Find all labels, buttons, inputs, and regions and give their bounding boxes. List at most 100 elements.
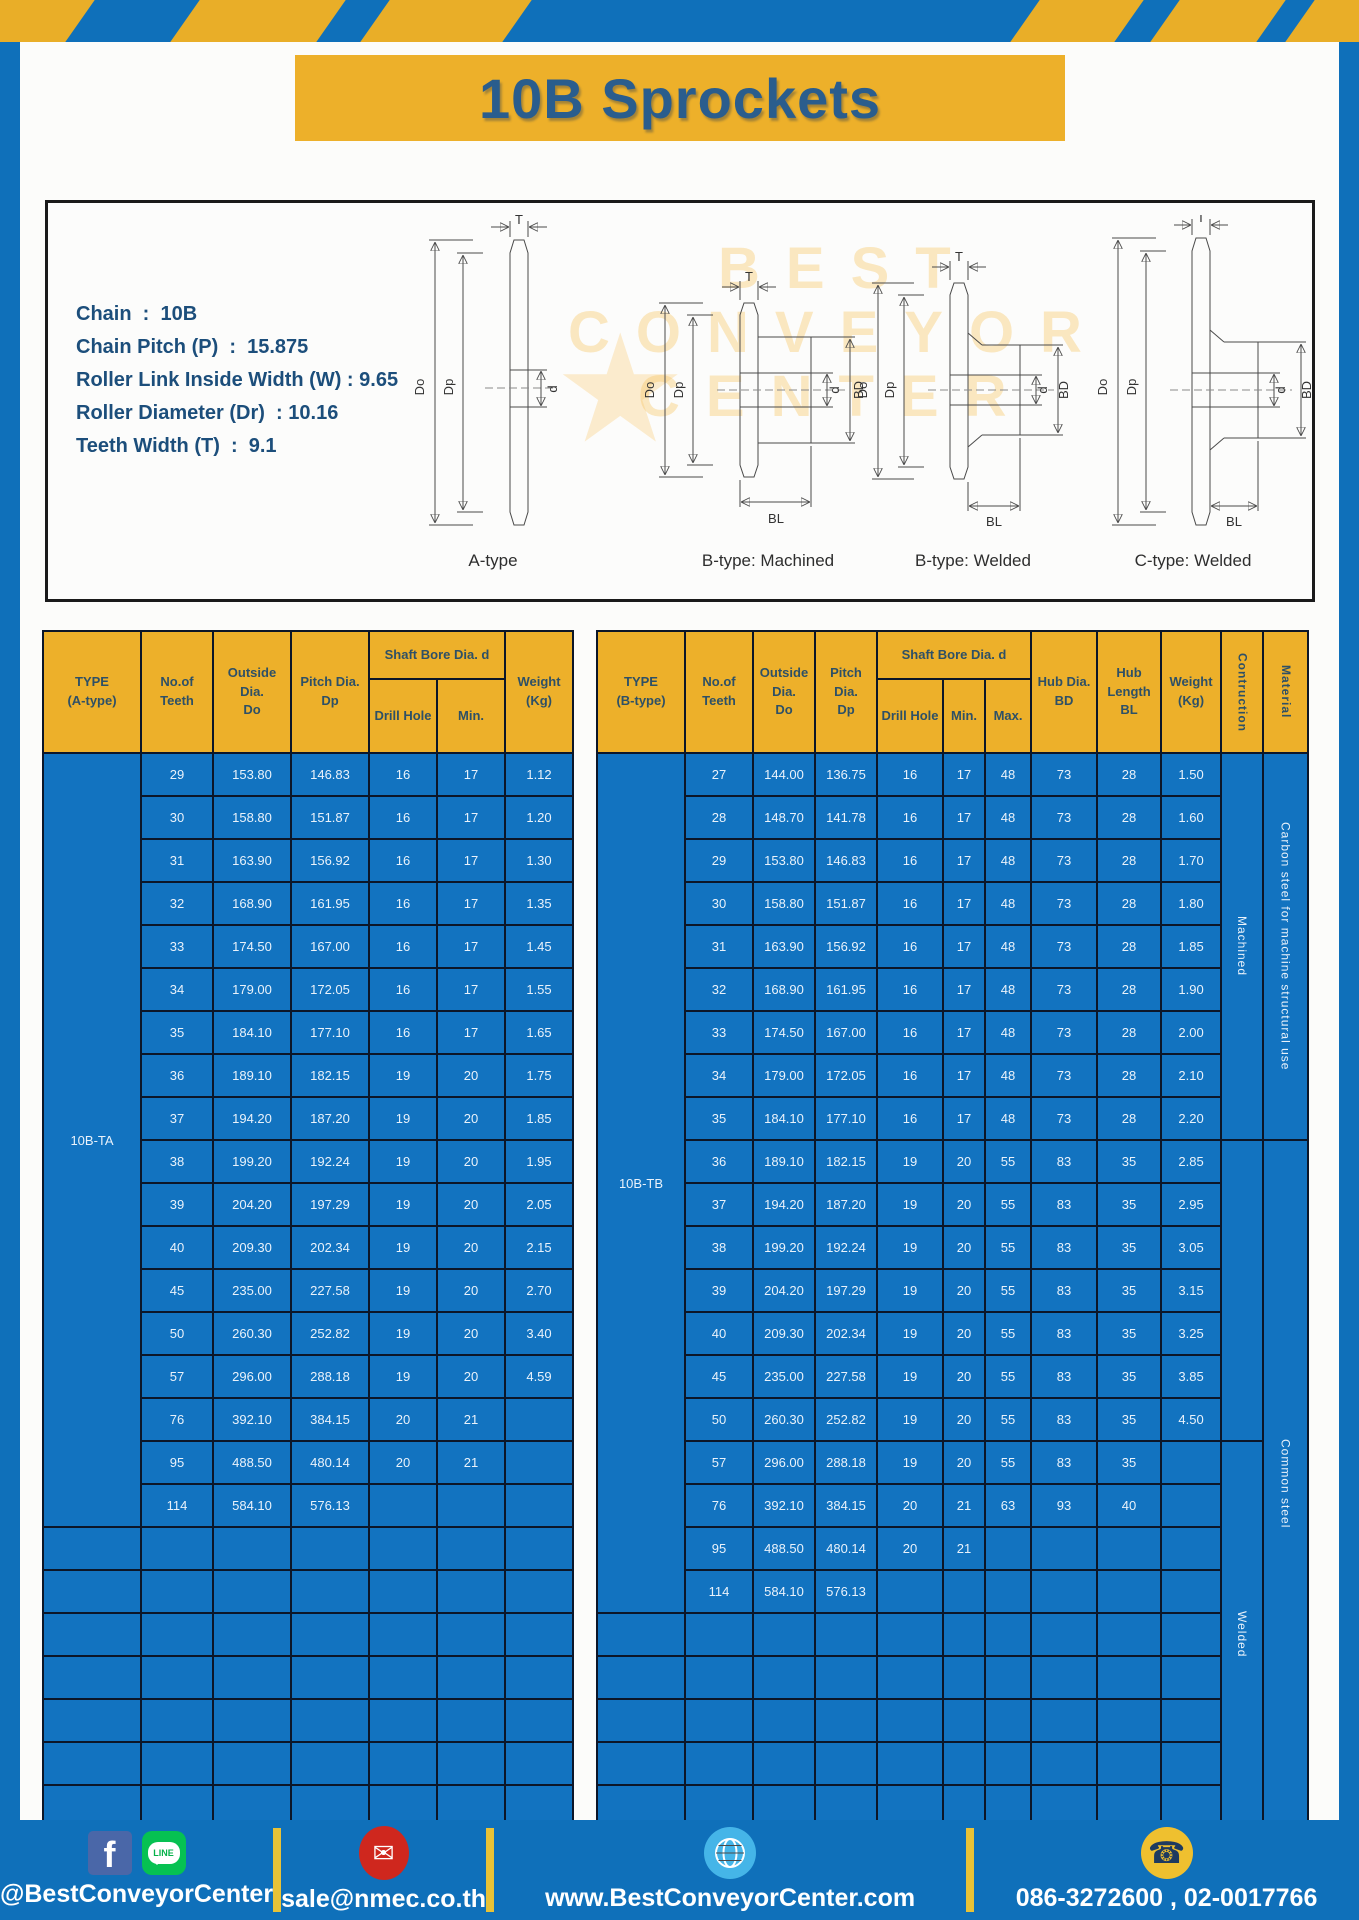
table-cell: 199.20 xyxy=(752,1225,816,1270)
table-cell: 4.59 xyxy=(504,1354,574,1399)
table-cell xyxy=(876,1698,944,1743)
table-cell xyxy=(1160,1698,1223,1743)
table-cell: 187.20 xyxy=(290,1096,370,1141)
col-header-hub-length: Hub Length BL xyxy=(1096,630,1163,754)
table-row: 38 199.20 192.24 19 20 1.95 xyxy=(43,1139,574,1184)
table-cell xyxy=(983,1526,1033,1571)
table-cell: 48 xyxy=(983,881,1033,926)
table-cell: 37 xyxy=(684,1182,754,1227)
table-cell: 28 xyxy=(1096,1010,1163,1055)
table-cell: 83 xyxy=(1030,1397,1099,1442)
table-cell: 2.00 xyxy=(1160,1010,1223,1055)
table-cell: 16 xyxy=(368,924,438,969)
footer-phone-section: ☎ 086-3272600 , 02-0017766 xyxy=(974,1820,1359,1920)
table-cell: 2.05 xyxy=(504,1182,574,1227)
table-cell xyxy=(368,1698,438,1743)
table-cell: 55 xyxy=(983,1311,1033,1356)
facebook-icon[interactable]: f xyxy=(87,1831,132,1875)
line-icon[interactable]: LINE xyxy=(141,1831,186,1875)
table-row xyxy=(596,1655,1308,1700)
table-cell: 167.00 xyxy=(814,1010,878,1055)
dim-label-bd: BD xyxy=(1299,381,1313,399)
table-row: 39 204.20 197.29 19 20 2.05 xyxy=(43,1182,574,1227)
table-cell: 17 xyxy=(942,1053,986,1098)
col-header-weight: Weight (Kg) xyxy=(504,630,574,754)
table-cell xyxy=(212,1526,292,1571)
table-cell: 19 xyxy=(876,1182,944,1227)
table-cell: 20 xyxy=(436,1182,506,1227)
table-cell: 17 xyxy=(942,795,986,840)
table-cell xyxy=(290,1655,370,1700)
table-cell: 16 xyxy=(876,838,944,883)
table-row xyxy=(42,1526,574,1571)
website-url[interactable]: www.BestConveyorCenter.com xyxy=(545,1884,916,1912)
table-cell: 3.15 xyxy=(1160,1268,1223,1313)
table-cell: 55 xyxy=(983,1268,1033,1313)
social-handle[interactable]: @BestConveyorCenter xyxy=(0,1880,274,1908)
table-cell: 21 xyxy=(942,1526,986,1571)
table-cell: 28 xyxy=(1096,924,1163,969)
col-header-pitch-dia: Pitch Dia. Dp xyxy=(814,630,878,754)
table-cell: 3.25 xyxy=(1160,1311,1223,1356)
table-cell: 35 xyxy=(140,1010,214,1055)
phone-icon[interactable]: ☎ xyxy=(1140,1827,1193,1879)
table-cell: 16 xyxy=(876,1053,944,1098)
sprocket-diagram-b-machined: T Do Dp d BD BL xyxy=(643,269,866,526)
table-cell: 16 xyxy=(876,1010,944,1055)
table-cell: 20 xyxy=(942,1182,986,1227)
dim-label-do: Do xyxy=(858,382,870,399)
email-address[interactable]: sale@nmec.co.th xyxy=(281,1885,487,1913)
table-cell: 146.83 xyxy=(290,752,370,797)
table-cell: 31 xyxy=(140,838,214,883)
table-row: 34 179.00 172.05 16 17 48 73 28 2.10 xyxy=(597,1053,1308,1098)
table-cell: 2.70 xyxy=(504,1268,574,1313)
phone-numbers[interactable]: 086-3272600 , 02-0017766 xyxy=(1015,1884,1318,1912)
table-cell: 35 xyxy=(1096,1225,1163,1270)
table-cell: 45 xyxy=(684,1354,754,1399)
table-cell xyxy=(290,1526,370,1571)
table-cell: 19 xyxy=(368,1225,438,1270)
table-cell: 204.20 xyxy=(752,1268,816,1313)
dim-label-dp: Dp xyxy=(441,379,456,396)
table-cell: 33 xyxy=(140,924,214,969)
globe-icon[interactable] xyxy=(704,1827,757,1879)
table-cell: 136.75 xyxy=(814,752,878,797)
table-cell: 20 xyxy=(876,1526,944,1571)
table-cell xyxy=(140,1569,214,1614)
table-cell: 252.82 xyxy=(290,1311,370,1356)
table-cell: 16 xyxy=(368,795,438,840)
diagram-label-b-welded: B-type: Welded xyxy=(915,551,1031,570)
spec-list: Chain : 10B Chain Pitch (P) : 15.875 Rol… xyxy=(76,298,398,463)
table-cell: 488.50 xyxy=(212,1440,292,1485)
dim-label-d: d xyxy=(827,386,842,393)
table-cell: 21 xyxy=(436,1397,506,1442)
table-row: 28 148.70 141.78 16 17 48 73 28 1.60 xyxy=(597,795,1308,840)
table-cell xyxy=(504,1397,574,1442)
table-cell xyxy=(1096,1698,1163,1743)
table-cell: 16 xyxy=(876,967,944,1012)
mail-icon[interactable]: ✉ xyxy=(358,1826,409,1880)
table-cell: 192.24 xyxy=(814,1225,878,1270)
table-row: 40 209.30 202.34 19 20 55 83 35 3.25 xyxy=(597,1311,1308,1356)
type-cell: 10B-TA xyxy=(42,752,142,1528)
table-row xyxy=(42,1612,574,1657)
table-cell: 93 xyxy=(1030,1483,1099,1528)
table-cell: 39 xyxy=(140,1182,214,1227)
table-cell: 39 xyxy=(684,1268,754,1313)
table-cell: 16 xyxy=(876,881,944,926)
table-cell: 20 xyxy=(942,1139,986,1184)
table-row: 30 158.80 151.87 16 17 1.20 xyxy=(43,795,574,840)
table-cell xyxy=(752,1655,816,1700)
table-cell xyxy=(436,1698,506,1743)
table-row xyxy=(42,1741,574,1786)
table-cell: 55 xyxy=(983,1440,1033,1485)
table-cell xyxy=(140,1526,214,1571)
hazard-stripe xyxy=(354,0,538,42)
table-cell: 40 xyxy=(1096,1483,1163,1528)
table-cell: 20 xyxy=(436,1311,506,1356)
table-cell: 19 xyxy=(368,1311,438,1356)
table-cell: 34 xyxy=(684,1053,754,1098)
table-cell: 83 xyxy=(1030,1268,1099,1313)
table-cell xyxy=(983,1655,1033,1700)
